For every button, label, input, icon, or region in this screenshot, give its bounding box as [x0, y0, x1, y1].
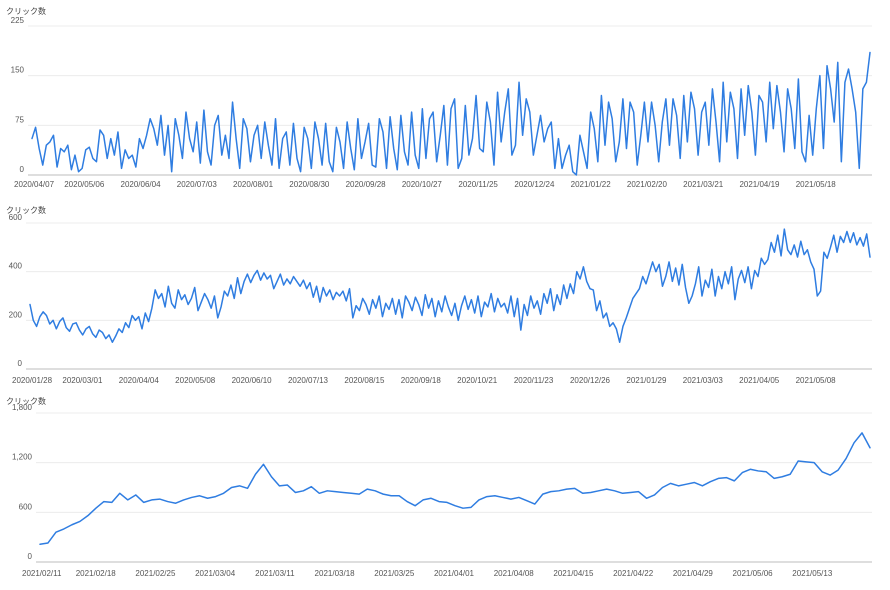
y-tick-label: 600 — [19, 502, 33, 511]
x-tick-label: 2020/07/03 — [177, 180, 218, 189]
chart-3: クリック数 0 600 1,200 1,800 2021/02/11 2021/02/18 2… — [6, 396, 872, 578]
x-tick-label: 2021/01/29 — [626, 376, 667, 385]
x-tick-label: 2020/07/13 — [288, 376, 329, 385]
x-tick-label: 2020/12/26 — [570, 376, 611, 385]
x-tick-label: 2020/01/28 — [12, 376, 53, 385]
x-tick-label: 2020/12/24 — [514, 180, 555, 189]
y-tick-label: 400 — [9, 262, 23, 271]
x-tick-label: 2020/09/28 — [346, 180, 387, 189]
y-axis-label: クリック数 — [6, 396, 46, 406]
series-line — [39, 432, 871, 545]
y-axis-label: クリック数 — [6, 205, 46, 215]
x-tick-label: 2021/03/04 — [195, 569, 236, 578]
chart-1: クリック数 0 75 150 225 2020/04/07 2020/05/06 2020/0… — [6, 6, 872, 189]
y-tick-label: 600 — [9, 213, 23, 222]
x-tick-label: 2021/04/01 — [434, 569, 475, 578]
x-tick-label: 2021/04/05 — [739, 376, 780, 385]
y-tick-label: 75 — [15, 115, 24, 124]
x-tick-label: 2021/02/25 — [135, 569, 176, 578]
y-tick-label: 0 — [18, 359, 23, 368]
x-tick-label: 2021/03/11 — [255, 569, 295, 578]
x-tick-label: 2021/04/29 — [673, 569, 714, 578]
x-tick-label: 2021/04/08 — [494, 569, 535, 578]
x-tick-label: 2020/05/08 — [175, 376, 216, 385]
x-tick-label: 2021/05/08 — [796, 376, 837, 385]
series-line — [31, 51, 871, 176]
y-tick-label: 0 — [20, 165, 25, 174]
x-tick-label: 2021/05/18 — [796, 180, 837, 189]
x-tick-label: 2020/05/06 — [64, 180, 105, 189]
x-tick-label: 2021/05/06 — [733, 569, 774, 578]
x-tick-label: 2021/03/18 — [315, 569, 356, 578]
y-tick-label: 150 — [11, 66, 25, 75]
x-tick-label: 2020/08/30 — [289, 180, 330, 189]
x-tick-label: 2020/11/25 — [458, 180, 498, 189]
y-tick-label: 225 — [11, 16, 25, 25]
x-tick-label: 2020/04/07 — [14, 180, 55, 189]
x-tick-label: 2020/06/04 — [121, 180, 162, 189]
y-tick-label: 1,800 — [12, 403, 33, 412]
y-tick-label: 1,200 — [12, 453, 33, 462]
x-tick-label: 2020/10/27 — [402, 180, 443, 189]
x-tick-label: 2020/04/04 — [119, 376, 160, 385]
x-tick-label: 2020/08/01 — [233, 180, 274, 189]
chart-2: クリック数 0 200 400 600 2020/01/28 2020/03/01 2020/… — [6, 205, 872, 385]
x-tick-label: 2020/09/18 — [401, 376, 442, 385]
x-tick-label: 2021/03/21 — [683, 180, 724, 189]
x-tick-label: 2020/11/23 — [514, 376, 554, 385]
y-axis-label: クリック数 — [6, 6, 46, 16]
x-tick-label: 2021/04/15 — [553, 569, 594, 578]
x-tick-label: 2021/04/19 — [739, 180, 780, 189]
x-tick-label: 2021/02/20 — [627, 180, 668, 189]
x-tick-label: 2020/10/21 — [457, 376, 498, 385]
x-tick-label: 2020/06/10 — [232, 376, 273, 385]
x-tick-label: 2021/02/18 — [76, 569, 117, 578]
x-tick-label: 2021/02/11 — [22, 569, 62, 578]
y-tick-label: 200 — [9, 310, 23, 319]
x-tick-label: 2021/03/25 — [374, 569, 415, 578]
x-tick-label: 2020/08/15 — [344, 376, 385, 385]
x-tick-label: 2021/03/03 — [683, 376, 724, 385]
x-tick-label: 2021/01/22 — [571, 180, 612, 189]
series-line — [29, 228, 871, 343]
x-tick-label: 2020/03/01 — [62, 376, 103, 385]
x-tick-label: 2021/04/22 — [613, 569, 654, 578]
x-tick-label: 2021/05/13 — [792, 569, 833, 578]
y-tick-label: 0 — [28, 552, 33, 561]
